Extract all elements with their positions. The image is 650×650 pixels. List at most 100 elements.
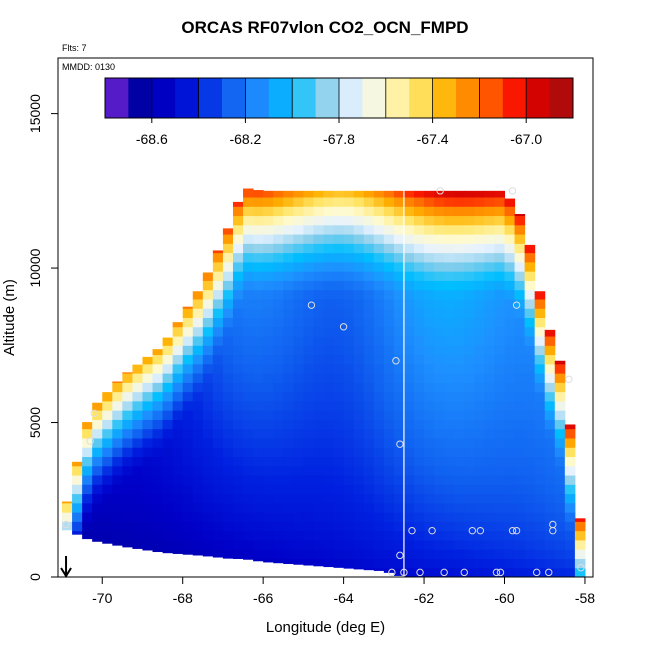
heatmap-cell	[393, 493, 405, 504]
heatmap-cell	[232, 419, 244, 430]
heatmap-cell	[333, 400, 345, 411]
heatmap-cell	[353, 363, 365, 374]
heatmap-cell	[434, 280, 445, 291]
heatmap-cell	[232, 447, 244, 458]
heatmap-cell	[132, 512, 143, 522]
heatmap-cell	[142, 447, 154, 458]
heatmap-cell	[454, 558, 465, 569]
heatmap-cell	[403, 558, 415, 569]
heatmap-cell	[222, 456, 234, 467]
heatmap-cell	[293, 419, 304, 430]
heatmap-cell	[313, 493, 324, 504]
heatmap-cell	[444, 373, 455, 383]
heatmap-cell	[333, 419, 345, 430]
heatmap-cell	[333, 465, 345, 476]
heatmap-cell	[373, 502, 385, 513]
heatmap-cell	[343, 197, 355, 207]
heatmap-cell	[313, 391, 324, 402]
heatmap-cell	[544, 456, 556, 467]
heatmap-cell	[454, 336, 465, 346]
chart-title: ORCAS RF07vlon CO2_OCN_FMPD	[181, 18, 469, 37]
heatmap-cell	[454, 437, 465, 448]
heatmap-cell	[333, 197, 345, 207]
sample-point	[339, 323, 348, 331]
heatmap-cell	[293, 437, 304, 448]
heatmap-cell	[283, 437, 294, 448]
heatmap-cell	[313, 271, 324, 281]
colorbar-tick-label: -68.6	[136, 131, 168, 147]
heatmap-cell	[323, 190, 335, 198]
heatmap-cell	[202, 465, 214, 476]
heatmap-cell	[444, 391, 455, 402]
heatmap-cell	[524, 345, 536, 356]
heatmap-cell	[273, 308, 284, 318]
heatmap-cell	[303, 502, 314, 513]
heatmap-cell	[122, 484, 133, 495]
heatmap-cell	[72, 493, 83, 504]
heatmap-cell	[383, 391, 395, 402]
heatmap-cell	[353, 382, 365, 393]
heatmap-cell	[554, 502, 566, 513]
heatmap-cell	[243, 298, 254, 309]
heatmap-cell	[182, 400, 194, 411]
heatmap-cell	[273, 224, 284, 235]
heatmap-cell	[403, 317, 415, 328]
heatmap-cell	[222, 521, 234, 532]
heatmap-cell	[494, 197, 506, 207]
heatmap-cell	[202, 308, 214, 318]
heatmap-cell	[243, 530, 254, 541]
heatmap-cell	[343, 428, 355, 439]
heatmap-cell	[403, 243, 415, 254]
heatmap-cell	[222, 308, 234, 318]
heatmap-cell	[434, 400, 445, 411]
heatmap-cell	[263, 224, 274, 235]
heatmap-cell	[243, 539, 254, 550]
heatmap-cell	[474, 190, 485, 198]
heatmap-cell	[403, 502, 415, 513]
heatmap-cell	[253, 493, 264, 504]
heatmap-cell	[192, 336, 204, 346]
heatmap-cell	[403, 190, 415, 198]
heatmap-cell	[424, 298, 435, 309]
heatmap-cell	[383, 465, 395, 476]
heatmap-cell	[434, 317, 445, 328]
heatmap-cell	[172, 502, 184, 513]
heatmap-cell	[383, 326, 395, 337]
heatmap-cell	[524, 475, 536, 485]
heatmap-cell	[243, 447, 254, 458]
heatmap-cell	[474, 289, 485, 300]
heatmap-cell	[504, 234, 516, 244]
heatmap-cell	[504, 336, 516, 346]
heatmap-cell	[424, 391, 435, 402]
heatmap-cell	[383, 298, 395, 309]
heatmap-cell	[232, 382, 244, 393]
heatmap-cell	[142, 373, 154, 383]
heatmap-cell	[293, 447, 304, 458]
heatmap-cell	[524, 558, 536, 569]
heatmap-cell	[152, 484, 164, 495]
heatmap-cell	[363, 382, 375, 393]
heatmap-cell	[403, 539, 415, 550]
sample-point	[392, 357, 400, 365]
heatmap-cell	[554, 558, 566, 569]
heatmap-cell	[403, 271, 415, 281]
heatmap-cell	[293, 308, 304, 318]
heatmap-cell	[112, 530, 123, 541]
heatmap-cell	[172, 345, 184, 356]
heatmap-cell	[454, 419, 465, 430]
heatmap-cell	[514, 419, 526, 430]
heatmap-cell	[182, 447, 194, 458]
heatmap-cell	[162, 363, 174, 374]
heatmap-cell	[243, 326, 254, 337]
heatmap-cell	[373, 437, 385, 448]
heatmap-cell	[353, 280, 365, 291]
heatmap-cell	[554, 410, 566, 420]
heatmap-cell	[152, 530, 164, 541]
heatmap-cell	[263, 410, 274, 420]
heatmap-cell	[514, 428, 526, 439]
heatmap-cell	[313, 410, 324, 420]
heatmap-cell	[444, 298, 455, 309]
heatmap-cell	[313, 363, 324, 374]
heatmap-cell	[484, 197, 495, 207]
heatmap-cell	[112, 456, 123, 467]
